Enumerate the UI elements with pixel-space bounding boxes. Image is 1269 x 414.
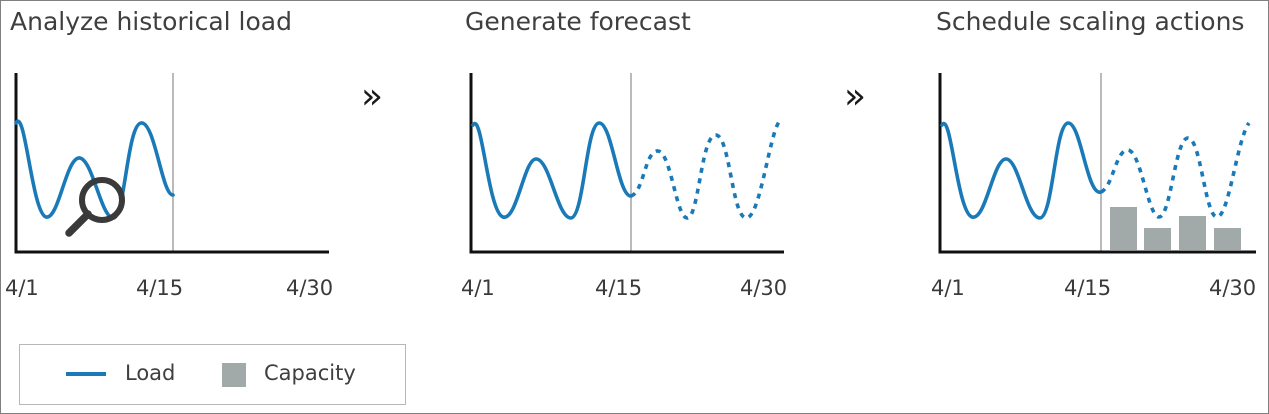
load-line xyxy=(471,121,633,220)
tick-label-mid: 4/15 xyxy=(595,276,642,300)
tick-label-end: 4/30 xyxy=(286,276,333,300)
capacity-bar xyxy=(1179,216,1206,250)
legend-capacity-label: Capacity xyxy=(264,361,356,385)
forecast-line xyxy=(630,120,781,220)
legend: Load Capacity xyxy=(19,344,406,405)
tick-label-end: 4/30 xyxy=(1209,276,1256,300)
chart-axis xyxy=(14,73,329,254)
tick-label-start: 4/1 xyxy=(931,276,965,300)
legend-load-label: Load xyxy=(125,361,176,385)
capacity-bar xyxy=(1110,207,1137,250)
capacity-swatch xyxy=(222,363,246,387)
forecast-line xyxy=(1099,121,1251,219)
tick-label-mid: 4/15 xyxy=(136,276,183,300)
load-swatch xyxy=(66,372,106,376)
tick-label-start: 4/1 xyxy=(461,276,495,300)
tick-label-start: 4/1 xyxy=(5,276,39,300)
capacity-bar xyxy=(1144,228,1171,250)
step-1-title: Analyze historical load xyxy=(10,7,292,36)
step-arrow-1: » xyxy=(361,76,384,117)
load-line xyxy=(14,119,175,220)
step-arrow-2: » xyxy=(844,76,867,117)
panel-analyze: 4/1 4/15 4/30 xyxy=(5,73,333,300)
step-2-title: Generate forecast xyxy=(465,7,691,36)
tick-label-mid: 4/15 xyxy=(1064,276,1111,300)
chart-axis xyxy=(938,73,1256,254)
magnifier-icon xyxy=(65,177,125,237)
panel-schedule: 4/1 4/15 4/30 xyxy=(931,73,1256,300)
panel-forecast: 4/1 4/15 4/30 xyxy=(461,73,787,300)
chart-axis xyxy=(469,73,784,254)
diagram-graphics: 4/1 4/15 4/30 4/1 4/15 4/30 4/1 4/15 xyxy=(5,73,1256,300)
capacity-bar xyxy=(1214,228,1241,250)
tick-label-end: 4/30 xyxy=(740,276,787,300)
step-3-title: Schedule scaling actions xyxy=(936,7,1245,36)
load-line xyxy=(940,121,1103,220)
